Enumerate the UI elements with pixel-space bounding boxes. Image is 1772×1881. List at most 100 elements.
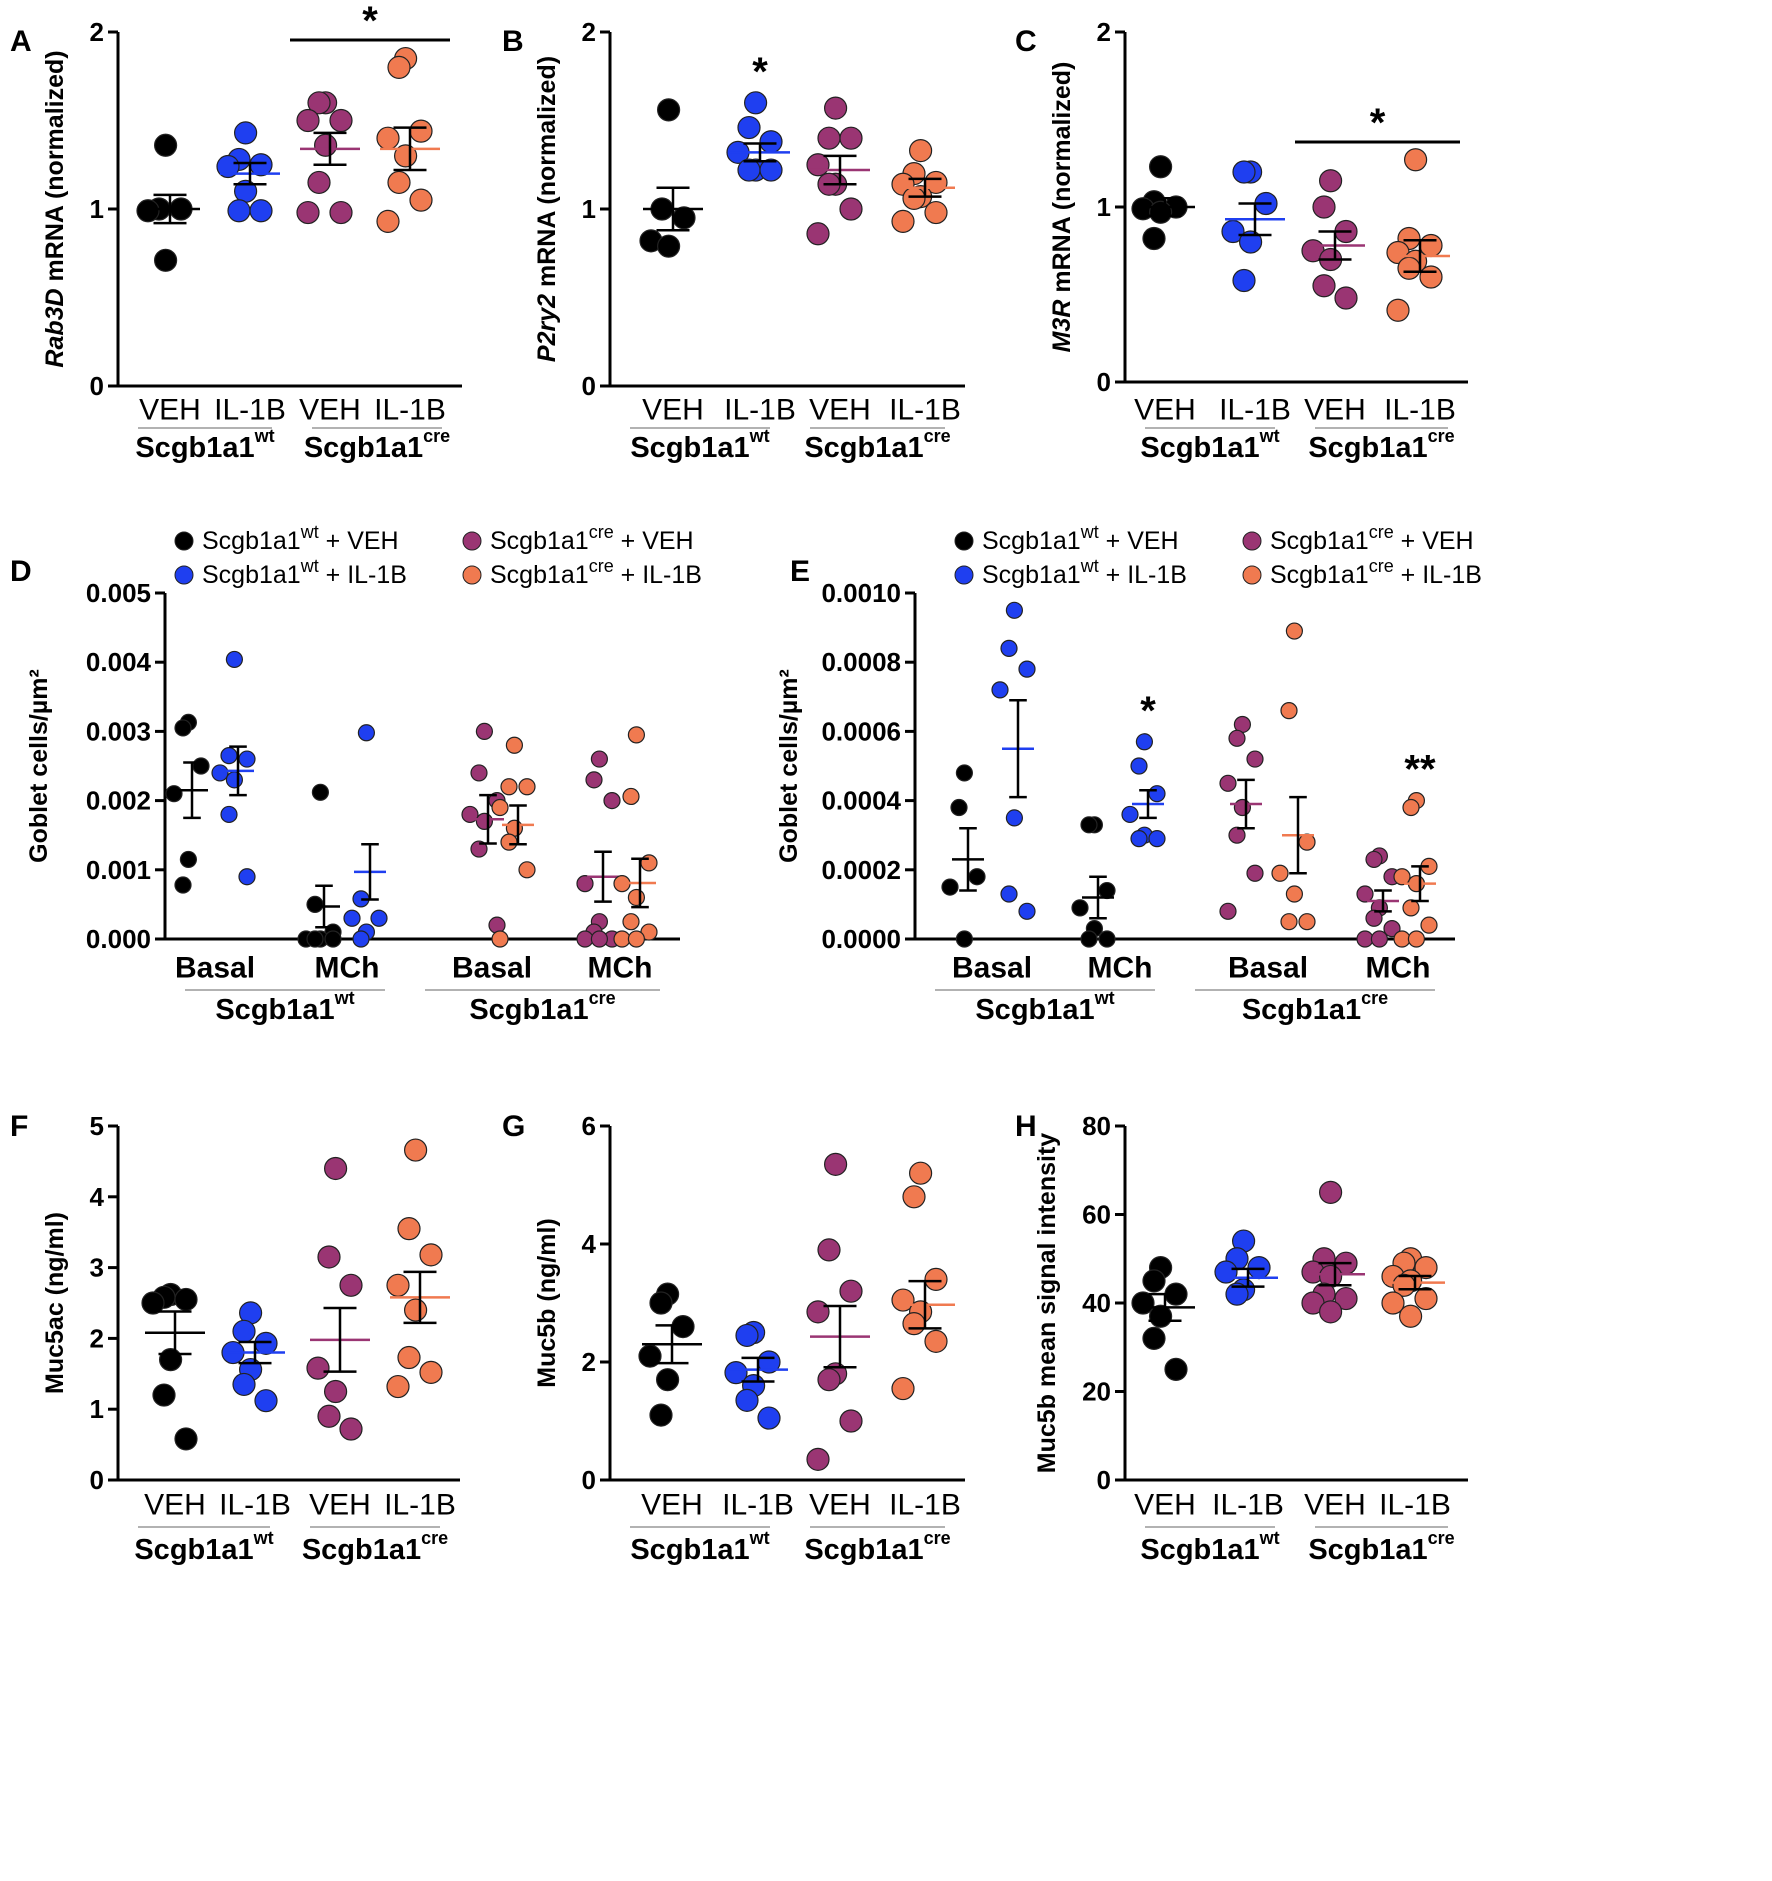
series-0 (141, 1282, 205, 1451)
data-point (409, 119, 433, 143)
data-point (1365, 850, 1383, 869)
group-label: Scgb1a1wt (975, 988, 1114, 1026)
y-tick-label: 4 (90, 1182, 105, 1212)
category-label: MCh (588, 952, 653, 985)
panel-label: A (10, 25, 32, 58)
data-point (737, 115, 761, 140)
data-point (1407, 930, 1426, 948)
y-tick-label: 0 (1097, 1465, 1111, 1495)
data-point (238, 750, 256, 768)
data-point (475, 722, 493, 741)
data-point (491, 798, 509, 817)
data-point (1005, 601, 1024, 619)
data-point (488, 916, 506, 934)
data-point (174, 1427, 198, 1451)
legend-marker (1242, 565, 1262, 585)
data-point (1334, 1286, 1358, 1311)
data-point (1142, 1326, 1166, 1351)
y-tick-label: 60 (1082, 1200, 1111, 1230)
panel-label: G (502, 1110, 525, 1143)
y-title-rest: mRNA (normalized) (1048, 62, 1076, 300)
data-point (1225, 1282, 1249, 1306)
data-point (249, 199, 273, 223)
series-3 (386, 1138, 450, 1399)
series-2 (806, 1152, 870, 1471)
group-label-base: Scgb1a1 (804, 432, 923, 464)
data-point (386, 1273, 410, 1297)
y-tick-label: 1 (1097, 192, 1111, 222)
y-tick-label: 5 (90, 1111, 104, 1141)
data-point (1318, 1300, 1343, 1324)
panel-c: C 0 1 2 M3R mRNA (normalized) VEH IL-1B VEH IL-1… (1015, 17, 1468, 464)
data-point (314, 133, 338, 157)
legend-sup: cre (589, 556, 614, 576)
data-point (1403, 148, 1428, 172)
group-label-sup: wt (749, 426, 770, 446)
data-point (174, 1287, 198, 1312)
legend-marker (174, 565, 194, 585)
data-point (1228, 826, 1246, 844)
series-7 (613, 726, 658, 948)
data-point (950, 798, 968, 817)
panel-b: B 0 1 2 P2ry2 mRNA (normalized) VEH IL-1B VEH IL… (502, 17, 965, 464)
category-label: Basal (175, 952, 255, 985)
y-tick-label: 0.0006 (821, 716, 901, 746)
group-label-base: Scgb1a1 (304, 432, 423, 464)
data-point (470, 840, 488, 858)
category-label: VEH (809, 1489, 871, 1522)
y-tick-label: 1 (582, 194, 596, 224)
data-point (397, 1345, 421, 1370)
category-label: VEH (1134, 394, 1196, 427)
data-point (1130, 757, 1148, 775)
data-point (152, 1383, 176, 1407)
y-tick-label: 3 (90, 1253, 104, 1283)
data-point (1219, 774, 1237, 792)
category-label: IL-1B (214, 394, 286, 427)
significance-star: * (362, 0, 378, 43)
data-point (387, 55, 411, 80)
legend-base: Scgb1a1 (1270, 527, 1369, 555)
data-point (924, 1329, 948, 1353)
data-point (1271, 864, 1289, 882)
legend-label: Scgb1a1cre + VEH (490, 522, 694, 555)
data-point (1280, 702, 1298, 720)
category-label: IL-1B (1219, 394, 1291, 427)
legend-sup: cre (589, 522, 614, 542)
data-point (343, 909, 361, 927)
legend-sup: wt (300, 556, 319, 576)
series-3 (1386, 148, 1450, 322)
data-point (307, 91, 331, 115)
data-point (590, 750, 609, 768)
y-tick-label: 1 (90, 1394, 104, 1424)
data-point (397, 1217, 421, 1241)
legend-rest: + IL-1B (614, 561, 702, 589)
group-label-sup: wt (749, 1528, 770, 1548)
data-point (470, 764, 488, 782)
legend-label: Scgb1a1wt + VEH (982, 522, 1179, 555)
legend-sup: cre (1369, 556, 1394, 576)
legend-rest: + IL-1B (1394, 561, 1482, 589)
legend-marker (462, 531, 482, 551)
y-tick-label: 0.0000 (821, 924, 901, 954)
data-point (1393, 868, 1411, 886)
data-point (475, 812, 493, 830)
group-label-base: Scgb1a1 (1140, 432, 1259, 464)
data-point (839, 1409, 863, 1433)
data-point (839, 197, 863, 221)
data-point (357, 724, 375, 742)
series-2 (1301, 1180, 1365, 1324)
data-point (735, 1323, 759, 1348)
data-point (225, 771, 243, 789)
data-point (518, 778, 536, 796)
panel-label: E (790, 555, 810, 588)
legend-base: Scgb1a1 (202, 527, 301, 555)
y-tick-label: 0 (582, 371, 596, 401)
data-point (1420, 916, 1438, 934)
group-label: Scgb1a1wt (215, 988, 354, 1026)
data-point (839, 126, 863, 150)
data-point (339, 1417, 363, 1441)
data-point (1298, 913, 1316, 931)
category-label: IL-1B (219, 1489, 291, 1522)
data-point (1148, 155, 1173, 179)
data-point (839, 1279, 863, 1303)
